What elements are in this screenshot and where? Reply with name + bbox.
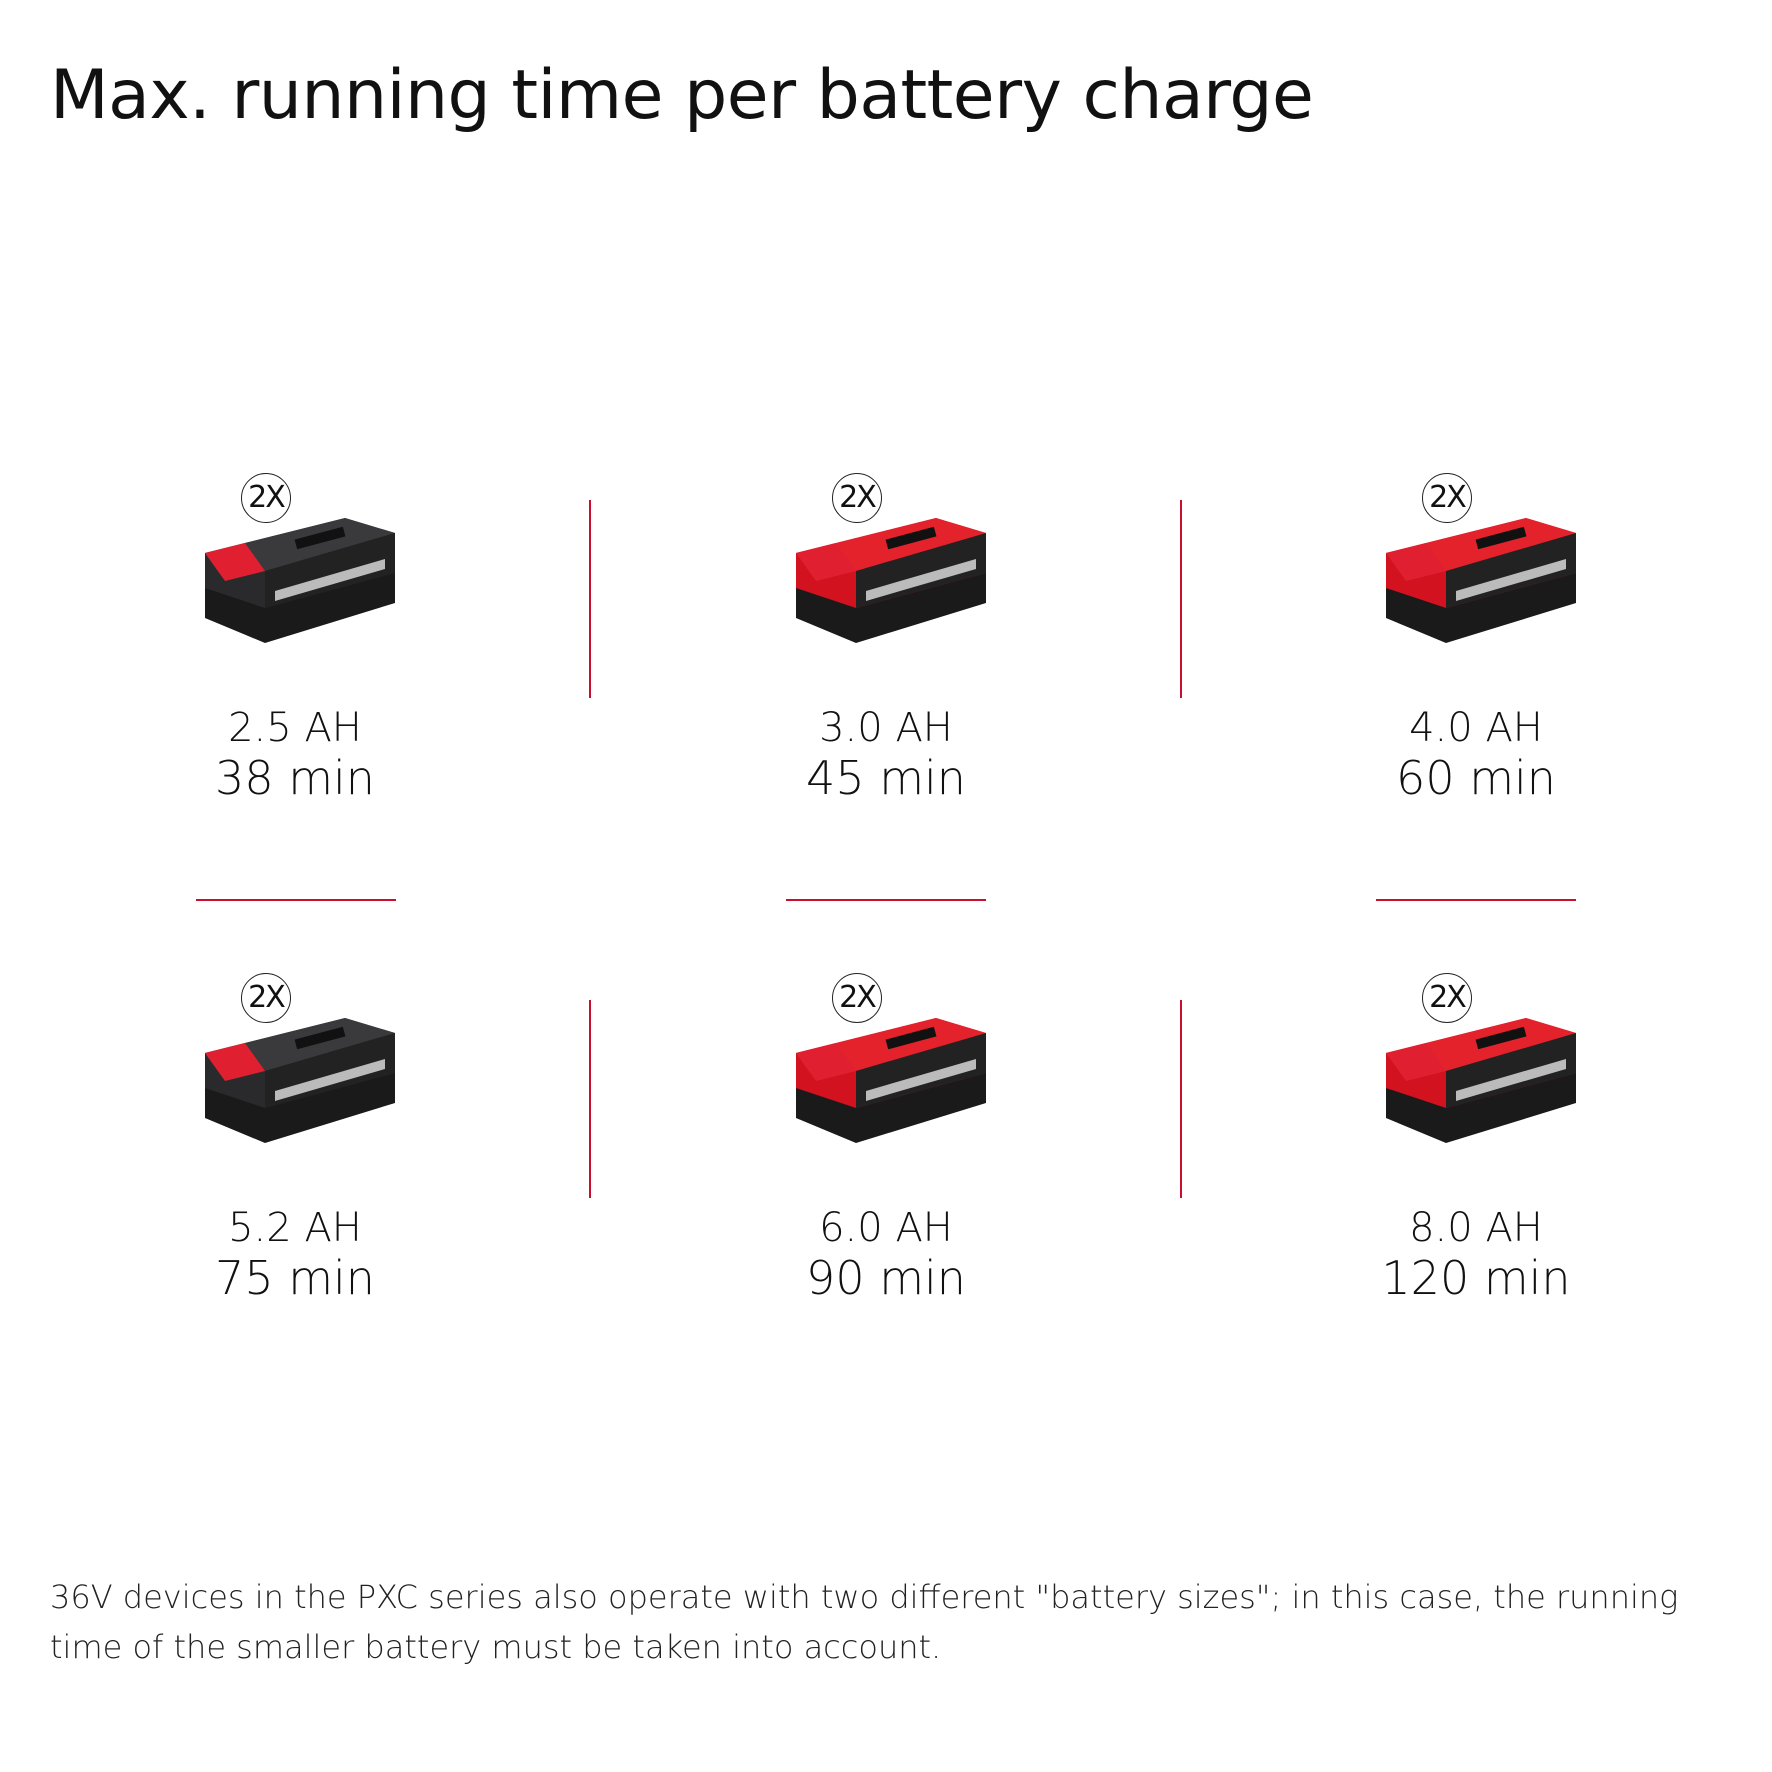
battery-image bbox=[1386, 518, 1576, 643]
battery-runtime: 45 min bbox=[806, 751, 966, 805]
divider-horizontal bbox=[196, 899, 396, 901]
battery-capacity: 4.0 AH bbox=[1409, 705, 1543, 751]
divider-horizontal bbox=[1376, 899, 1576, 901]
quantity-badge: 2X bbox=[1422, 973, 1472, 1023]
divider-vertical bbox=[589, 1000, 591, 1198]
divider-vertical bbox=[589, 500, 591, 698]
battery-runtime: 90 min bbox=[806, 1251, 966, 1305]
quantity-badge: 2X bbox=[832, 973, 882, 1023]
battery-capacity: 8.0 AH bbox=[1409, 1205, 1543, 1251]
battery-image bbox=[1386, 1018, 1576, 1143]
quantity-badge: 2X bbox=[241, 473, 291, 523]
footnote: 36V devices in the PXC series also opera… bbox=[50, 1578, 1679, 1666]
battery-runtime: 75 min bbox=[215, 1251, 375, 1305]
battery-image bbox=[796, 1018, 986, 1143]
battery-item: 2X 5.2 AH 75 min bbox=[95, 973, 495, 1415]
divider-vertical bbox=[1180, 1000, 1182, 1198]
battery-item: 2X 3.0 AH 45 min bbox=[686, 473, 1086, 915]
battery-image bbox=[796, 518, 986, 643]
divider-vertical bbox=[1180, 500, 1182, 698]
battery-runtime: 120 min bbox=[1381, 1251, 1571, 1305]
battery-capacity: 2.5 AH bbox=[228, 705, 362, 751]
quantity-badge: 2X bbox=[241, 973, 291, 1023]
page-title: Max. running time per battery charge bbox=[50, 56, 1314, 135]
battery-item: 2X 8.0 AH 120 min bbox=[1276, 973, 1676, 1415]
battery-capacity: 6.0 AH bbox=[819, 1205, 953, 1251]
quantity-badge: 2X bbox=[832, 473, 882, 523]
battery-item: 2X 4.0 AH 60 min bbox=[1276, 473, 1676, 915]
divider-horizontal bbox=[786, 899, 986, 901]
battery-image bbox=[205, 1018, 395, 1143]
battery-capacity: 3.0 AH bbox=[819, 705, 953, 751]
battery-item: 2X 2.5 AH 38 min bbox=[95, 473, 495, 915]
battery-capacity: 5.2 AH bbox=[228, 1205, 362, 1251]
battery-item: 2X 6.0 AH 90 min bbox=[686, 973, 1086, 1415]
battery-runtime: 38 min bbox=[215, 751, 375, 805]
quantity-badge: 2X bbox=[1422, 473, 1472, 523]
battery-image bbox=[205, 518, 395, 643]
battery-runtime: 60 min bbox=[1396, 751, 1556, 805]
